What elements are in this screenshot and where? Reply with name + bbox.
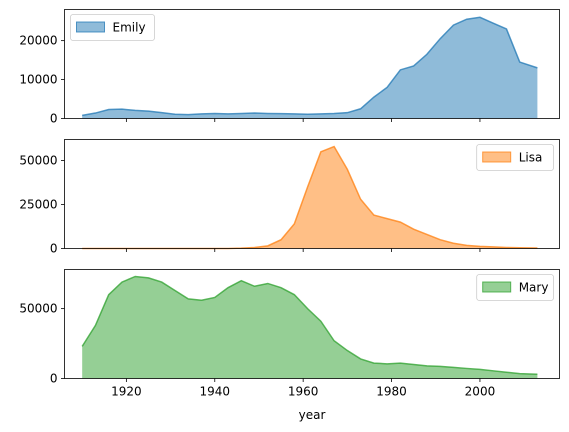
lisa-legend: Lisa [476,144,554,171]
x-tick-label: 2000 [465,385,496,399]
mary-series-line [81,275,538,376]
mary-legend-swatch [482,281,512,293]
emily-series-line [82,16,538,117]
emily-area-fill [82,17,538,119]
mary-legend-label: Mary [519,281,549,295]
lisa-y-tick-label: 0 [50,242,58,256]
emily-y-tick-label: 10000 [19,73,57,87]
mary-y-ticks: 0 50000 [19,302,65,386]
mary-x-ticks: 1920 1940 1960 1980 2000 [111,378,496,399]
subplot-lisa: 0 25000 50000 Lisa [19,139,560,256]
lisa-y-ticks: 0 25000 50000 [19,154,65,256]
x-axis-title: year [299,408,326,422]
subplot-mary: 0 50000 1920 1940 1960 1980 2000 Mary [19,269,560,399]
emily-legend: Emily [70,14,155,41]
emily-y-tick-label: 20000 [19,34,57,48]
lisa-legend-frame [476,144,554,171]
mary-area-fill [82,276,538,379]
mary-y-tick-label: 0 [50,372,58,386]
lisa-area-layer [82,145,538,250]
x-tick-label: 1940 [199,385,230,399]
x-tick-label: 1960 [288,385,319,399]
lisa-legend-swatch [482,151,512,163]
emily-legend-label: Emily [113,21,146,35]
emily-x-ticks [125,118,481,122]
mary-legend: Mary [476,274,554,301]
mary-legend-frame [476,274,554,301]
lisa-y-tick-label: 25000 [19,198,57,212]
lisa-area-fill [82,146,538,249]
mary-y-tick-label: 50000 [19,302,57,316]
emily-plot-frame [64,9,560,119]
lisa-legend-label: Lisa [519,151,543,165]
emily-legend-swatch [76,21,105,33]
x-tick-label: 1920 [111,385,142,399]
mary-area-layer [81,275,538,379]
lisa-plot-frame [64,139,560,249]
x-tick-label: 1980 [376,385,407,399]
lisa-y-tick-label: 50000 [19,154,57,168]
emily-y-tick-label: 0 [50,112,58,126]
emily-y-ticks: 0 10000 20000 [19,34,65,126]
emily-legend-frame [70,14,155,41]
lisa-x-ticks [125,248,481,252]
mary-plot-frame [64,269,560,379]
emily-area-layer [82,16,538,119]
subplot-emily: 0 10000 20000 Emily [19,9,560,126]
